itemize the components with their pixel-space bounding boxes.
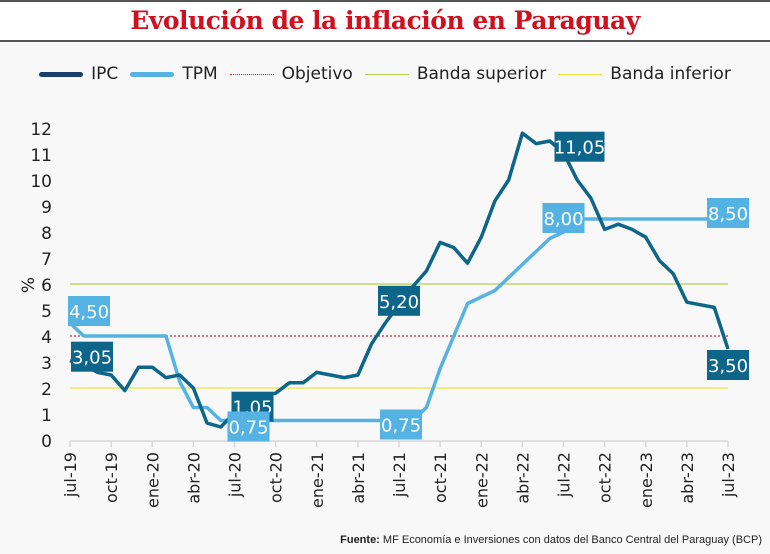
y-tick-label: 10 — [30, 172, 52, 192]
chart-title: Evolución de la inflación en Paraguay — [0, 2, 770, 40]
ipc-data-label-box — [707, 350, 749, 380]
legend-item-ipc: IPC — [39, 64, 118, 84]
ipc-data-label-box — [378, 285, 420, 316]
x-tick-label: abr-21 — [349, 452, 368, 504]
tpm-data-label-box — [542, 203, 585, 233]
source-note: Fuente: MF Economía e Inversiones con da… — [340, 534, 762, 546]
legend: IPC TPM Objetivo Banda superior Banda in… — [0, 64, 770, 84]
source-text: MF Economía e Inversiones con datos del … — [379, 534, 762, 546]
y-tick-label: 1 — [41, 406, 52, 426]
tpm-line — [68, 217, 728, 423]
y-tick-label: 12 — [30, 120, 52, 140]
legend-label-tpm: TPM — [182, 64, 218, 84]
x-tick-label: jul-21 — [390, 452, 409, 498]
y-tick-label: 0 — [41, 432, 52, 452]
y-tick-label: 6 — [41, 276, 52, 296]
legend-label-banda-superior: Banda superior — [416, 64, 547, 84]
y-tick-label: 7 — [41, 250, 52, 270]
tpm-data-label-box — [68, 296, 110, 326]
x-tick-label: jul-22 — [555, 452, 574, 498]
tpm-data-label: 0,75 — [381, 416, 421, 437]
y-tick-label: 8 — [41, 224, 52, 244]
x-tick-label: jul-19 — [61, 452, 80, 498]
x-tick-label: jul-23 — [719, 452, 738, 498]
x-tick-label: oct-19 — [102, 452, 121, 503]
y-axis-label: % — [19, 277, 39, 293]
y-tick-label: 3 — [41, 354, 52, 374]
legend-item-banda-superior: Banda superior — [364, 64, 547, 84]
top-rule — [0, 0, 770, 2]
x-tick-label: oct-21 — [431, 452, 450, 503]
x-tick-label: abr-20 — [184, 452, 203, 504]
legend-swatch-tpm — [130, 71, 175, 77]
y-tick-label: 5 — [41, 302, 52, 322]
ipc-data-label: 3,05 — [72, 348, 112, 369]
ipc-data-label: 3,50 — [708, 356, 748, 377]
legend-label-banda-inferior: Banda inferior — [610, 64, 731, 84]
tpm-data-label-box — [707, 198, 749, 228]
x-tick-label: ene-22 — [472, 452, 491, 508]
tpm-data-label: 0,75 — [228, 418, 268, 439]
legend-swatch-banda-superior — [364, 73, 409, 75]
legend-item-banda-inferior: Banda inferior — [558, 64, 731, 84]
ipc-data-label: 5,20 — [379, 292, 419, 313]
tpm-data-label-box — [380, 409, 422, 440]
tpm-data-label: 4,50 — [69, 302, 109, 323]
x-tick-label: oct-22 — [596, 452, 615, 503]
legend-label-objetivo: Objetivo — [281, 64, 353, 84]
ipc-data-label-box — [554, 131, 605, 162]
y-tick-label: 4 — [41, 328, 52, 348]
x-tick-label: ene-23 — [637, 452, 656, 508]
x-tick-label: ene-20 — [143, 452, 162, 508]
legend-swatch-objetivo — [229, 73, 274, 75]
legend-label-ipc: IPC — [91, 64, 119, 84]
tpm-data-label: 8,00 — [543, 209, 583, 230]
ipc-line — [69, 131, 730, 429]
legend-swatch-banda-inferior — [558, 73, 603, 75]
x-tick-label: ene-21 — [308, 452, 327, 508]
ipc-data-label: 11,05 — [554, 138, 606, 159]
legend-item-objetivo: Objetivo — [229, 64, 353, 84]
y-tick-label: 2 — [41, 380, 52, 400]
tpm-data-label: 8,50 — [708, 204, 748, 225]
legend-swatch-ipc — [39, 71, 84, 77]
source-label: Fuente: — [340, 534, 380, 546]
x-tick-label: abr-23 — [678, 452, 697, 504]
y-tick-label: 11 — [30, 146, 52, 166]
y-tick-label: 9 — [41, 198, 52, 218]
x-tick-label: jul-20 — [226, 452, 245, 498]
x-tick-label: oct-20 — [267, 452, 286, 503]
legend-item-tpm: TPM — [130, 64, 218, 84]
x-tick-label: abr-22 — [513, 452, 532, 504]
ipc-data-label-box — [71, 341, 113, 372]
tpm-data-label-box — [227, 411, 270, 442]
title-rule — [0, 40, 770, 42]
